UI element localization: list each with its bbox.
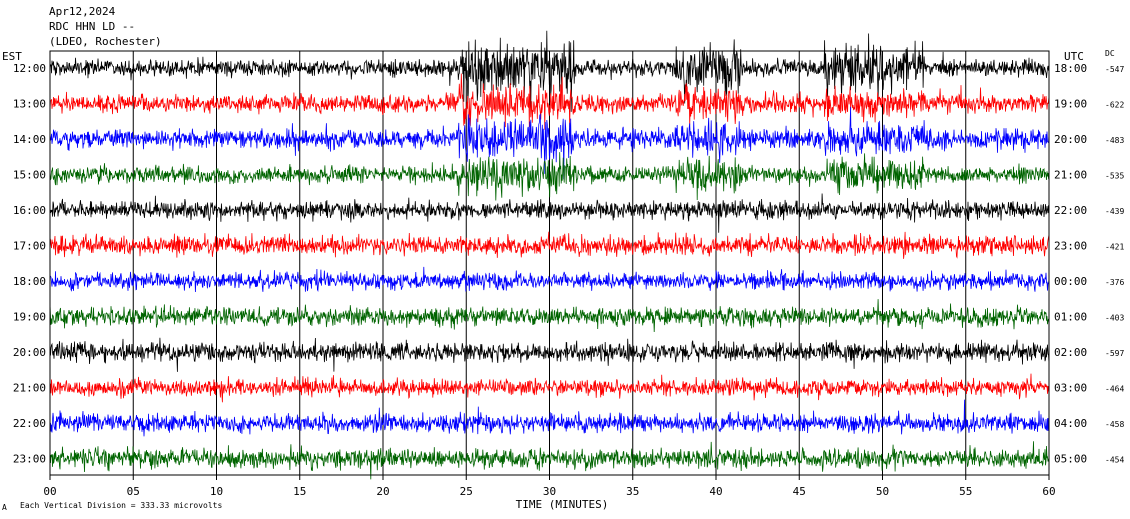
left-time-label: 20:00 bbox=[13, 346, 46, 359]
right-time-label: 21:00 bbox=[1054, 169, 1087, 182]
x-tick-label: 30 bbox=[543, 485, 556, 498]
right-time-label: 04:00 bbox=[1054, 417, 1087, 430]
left-time-label: 21:00 bbox=[13, 382, 46, 395]
right-timezone-label: UTC bbox=[1064, 50, 1084, 63]
x-tick-label: 10 bbox=[210, 485, 223, 498]
left-time-label: 15:00 bbox=[13, 169, 46, 182]
trace-row-5 bbox=[49, 193, 1050, 233]
trace-row-3 bbox=[49, 106, 1050, 180]
left-time-label: 22:00 bbox=[13, 417, 46, 430]
x-tick-label: 15 bbox=[293, 485, 306, 498]
right-time-label: 01:00 bbox=[1054, 311, 1087, 324]
left-time-label: 13:00 bbox=[13, 98, 46, 111]
network-label: (LDEO, Rochester) bbox=[49, 35, 162, 48]
dc-offset-labels: -547 -622 -483 -535 -439 -421 -376 -403 -597 -464… bbox=[1105, 65, 1124, 465]
dc-offset-label: -622 bbox=[1105, 101, 1124, 110]
x-axis-ticks: 00 05 10 15 20 25 30 35 40 45 50 55 60 bbox=[43, 475, 1056, 498]
station-label: RDC HHN LD -- bbox=[49, 20, 135, 33]
trace-row-7 bbox=[49, 266, 1050, 293]
right-time-label: 18:00 bbox=[1054, 62, 1087, 75]
right-time-label: 20:00 bbox=[1054, 133, 1087, 146]
left-time-label: 16:00 bbox=[13, 204, 46, 217]
trace-row-4 bbox=[49, 152, 1050, 201]
left-time-label: 23:00 bbox=[13, 453, 46, 466]
dc-offset-label: -483 bbox=[1105, 136, 1124, 145]
dc-offset-label: -597 bbox=[1105, 349, 1124, 358]
trace-row-8 bbox=[49, 299, 1050, 333]
x-tick-label: 25 bbox=[460, 485, 473, 498]
left-time-label: 19:00 bbox=[13, 311, 46, 324]
trace-row-10 bbox=[49, 373, 1050, 403]
dc-offset-label: -458 bbox=[1105, 420, 1124, 429]
trace-row-11 bbox=[49, 399, 1050, 437]
left-time-label: 17:00 bbox=[13, 240, 46, 253]
chart-header: Apr12,2024 RDC HHN LD -- (LDEO, Rocheste… bbox=[49, 5, 162, 48]
left-timezone-label: EST bbox=[2, 50, 22, 63]
trace-row-12 bbox=[49, 441, 1050, 480]
dc-offset-label: -421 bbox=[1105, 243, 1124, 252]
left-time-label: 12:00 bbox=[13, 62, 46, 75]
trace-row-2 bbox=[49, 73, 1050, 130]
x-tick-label: 45 bbox=[793, 485, 806, 498]
right-time-label: 05:00 bbox=[1054, 453, 1087, 466]
x-tick-label: 60 bbox=[1042, 485, 1055, 498]
trace-row-6 bbox=[49, 231, 1050, 259]
dc-offset-label: -535 bbox=[1105, 172, 1124, 181]
vertical-gridlines bbox=[132, 51, 967, 475]
x-tick-label: 20 bbox=[376, 485, 389, 498]
dc-offset-label: -547 bbox=[1105, 65, 1124, 74]
right-time-label: 03:00 bbox=[1054, 382, 1087, 395]
x-tick-label: 00 bbox=[43, 485, 56, 498]
right-time-label: 22:00 bbox=[1054, 204, 1087, 217]
left-time-label: 18:00 bbox=[13, 275, 46, 288]
x-tick-label: 50 bbox=[876, 485, 889, 498]
trace-row-9 bbox=[49, 337, 1050, 372]
right-time-label: 00:00 bbox=[1054, 275, 1087, 288]
right-time-labels: 18:00 19:00 20:00 21:00 22:00 23:00 00:00 01:00… bbox=[1054, 62, 1087, 466]
seismic-traces bbox=[49, 30, 1050, 480]
dc-offset-label: -403 bbox=[1105, 314, 1124, 323]
scale-footnote: Each Vertical Division = 333.33 microvol… bbox=[20, 501, 222, 510]
dc-offset-label: -464 bbox=[1105, 385, 1124, 394]
trace-row-1 bbox=[49, 30, 1050, 112]
dc-header-label: DC bbox=[1105, 49, 1115, 58]
right-time-label: 02:00 bbox=[1054, 346, 1087, 359]
dc-offset-label: -439 bbox=[1105, 207, 1124, 216]
dc-offset-label: -454 bbox=[1105, 456, 1124, 465]
left-time-labels: 12:00 13:00 14:00 15:00 16:00 17:00 18:00 19:00… bbox=[13, 62, 46, 466]
right-time-label: 23:00 bbox=[1054, 240, 1087, 253]
x-tick-label: 55 bbox=[959, 485, 972, 498]
date-label: Apr12,2024 bbox=[49, 5, 116, 18]
corner-mark: A bbox=[2, 503, 7, 512]
x-tick-label: 35 bbox=[626, 485, 639, 498]
x-tick-label: 05 bbox=[127, 485, 140, 498]
x-axis-title: TIME (MINUTES) bbox=[516, 498, 609, 511]
x-tick-label: 40 bbox=[709, 485, 722, 498]
dc-offset-label: -376 bbox=[1105, 278, 1124, 287]
right-time-label: 19:00 bbox=[1054, 98, 1087, 111]
left-time-label: 14:00 bbox=[13, 133, 46, 146]
